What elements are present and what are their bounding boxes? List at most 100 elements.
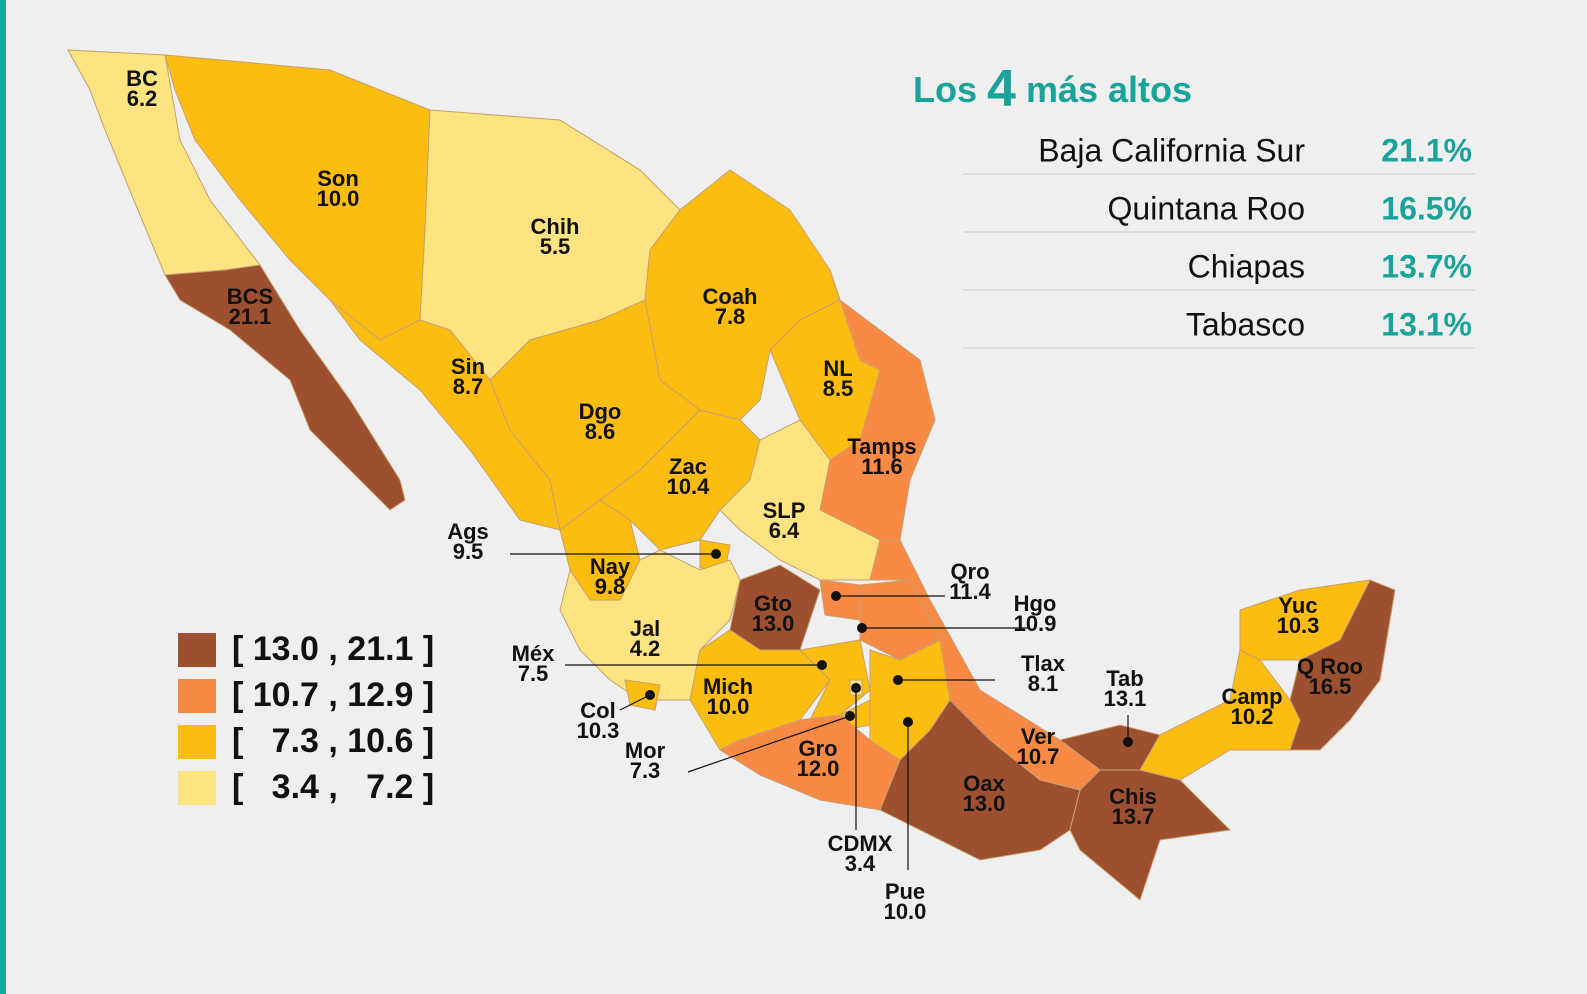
state-value: 10.3: [1277, 613, 1320, 638]
state-value: 8.5: [823, 376, 854, 401]
title-suffix: más altos: [1026, 69, 1192, 110]
top-value: 21.1%: [1381, 132, 1472, 168]
state-abbr: Hgo: [1014, 591, 1057, 616]
title: Los 4 más altos: [913, 60, 1192, 118]
legend-swatch: [178, 679, 216, 713]
state-abbr: Tamps: [847, 434, 916, 459]
state-value: 8.7: [453, 374, 484, 399]
state-dot: [831, 591, 841, 601]
state-value: 21.1: [229, 304, 272, 329]
state-abbr: Gro: [798, 736, 837, 761]
legend-swatch: [178, 633, 216, 667]
state-dot: [711, 549, 721, 559]
state-abbr: BCS: [227, 284, 273, 309]
state-value: 10.0: [884, 899, 927, 924]
state-abbr: Tab: [1106, 666, 1143, 691]
state-value: 8.6: [585, 419, 616, 444]
state-abbr: Tlax: [1021, 651, 1066, 676]
state-abbr: Méx: [512, 641, 556, 666]
state-dot: [817, 660, 827, 670]
top-name: Quintana Roo: [1108, 190, 1305, 226]
state-abbr: Chis: [1109, 784, 1157, 809]
state-value: 13.7: [1112, 804, 1155, 829]
legend-label: [ 7.3 , 10.6 ]: [232, 722, 434, 760]
state-shape: [599, 409, 761, 551]
legend-swatch: [178, 771, 216, 805]
state-shape: [1139, 649, 1301, 781]
left-border: [0, 0, 6, 994]
top-name: Chiapas: [1188, 248, 1305, 284]
state-abbr: Gto: [754, 591, 792, 616]
state-value: 11.4: [949, 579, 991, 604]
title-number: 4: [987, 60, 1016, 118]
state-value: 9.5: [453, 539, 484, 564]
state-value: 13.0: [963, 791, 1006, 816]
state-abbr: Qro: [950, 559, 989, 584]
state-shape: [1069, 769, 1232, 901]
state-abbr: Col: [580, 698, 615, 723]
top-value: 13.7%: [1381, 248, 1472, 284]
state-value: 13.1: [1104, 686, 1147, 711]
state-abbr: Oax: [963, 771, 1005, 796]
state-value: 8.1: [1028, 671, 1059, 696]
leader-line: [619, 694, 651, 711]
state-abbr: Dgo: [579, 399, 622, 424]
state-value: 12.0: [797, 756, 840, 781]
state-value: 4.2: [630, 636, 661, 661]
state-abbr: Jal: [630, 616, 661, 641]
state-value: 7.8: [715, 304, 746, 329]
map: [67, 49, 1396, 901]
legend-label: [ 13.0 , 21.1 ]: [232, 630, 434, 668]
state-dot: [845, 711, 855, 721]
legend-swatch: [178, 725, 216, 759]
state-abbr: Son: [317, 166, 359, 191]
state-shape: [1289, 579, 1396, 751]
state-value: 13.0: [752, 611, 795, 636]
state-value: 10.4: [667, 474, 711, 499]
state-abbr: Coah: [703, 284, 758, 309]
state-dot: [893, 675, 903, 685]
state-value: 6.4: [769, 518, 800, 543]
state-abbr: Yuc: [1278, 593, 1317, 618]
state-abbr: Chih: [531, 214, 580, 239]
state-shape: [719, 419, 881, 581]
state-value: 10.7: [1017, 744, 1060, 769]
title-prefix: Los: [913, 69, 977, 110]
state-abbr: Nay: [590, 554, 631, 579]
state-dot: [645, 690, 655, 700]
state-value: 10.9: [1014, 611, 1057, 636]
state-abbr: Mor: [625, 738, 666, 763]
state-dot: [1123, 737, 1133, 747]
legend-label: [ 10.7 , 12.9 ]: [232, 676, 434, 714]
state-dot: [857, 623, 867, 633]
state-abbr: NL: [823, 356, 852, 381]
state-dot: [903, 717, 913, 727]
state-value: 10.0: [707, 694, 750, 719]
state-abbr: Q Roo: [1297, 654, 1363, 679]
state-value: 9.8: [595, 574, 626, 599]
state-abbr: SLP: [763, 498, 806, 523]
state-shape: [819, 579, 861, 621]
legend-label: [ 3.4 , 7.2 ]: [232, 768, 434, 806]
state-shape: [164, 264, 406, 511]
state-value: 5.5: [540, 234, 571, 259]
top-table: Baja California Sur 21.1% Quintana Roo 16.5…: [963, 132, 1475, 349]
state-value: 7.5: [518, 661, 549, 686]
state-abbr: Ver: [1021, 724, 1056, 749]
top-value: 16.5%: [1381, 190, 1472, 226]
leader-line: [687, 715, 851, 773]
state-value: 11.6: [861, 454, 903, 479]
state-abbr: Camp: [1221, 684, 1282, 709]
state-value: 6.2: [127, 86, 158, 111]
labels: BC6.2Son10.0Chih5.5Coah7.8NL8.5Tamps11.6…: [126, 66, 1363, 924]
top-name: Tabasco: [1186, 306, 1305, 342]
state-value: 10.0: [317, 186, 360, 211]
state-abbr: CDMX: [828, 831, 893, 856]
legend: [ 13.0 , 21.1 ] [ 10.7 , 12.9 ] [ 7.3 , 10…: [178, 630, 434, 806]
state-value: 10.3: [577, 718, 620, 743]
state-value: 10.2: [1231, 704, 1274, 729]
state-shape: [718, 714, 901, 811]
state-value: 7.3: [630, 758, 661, 783]
state-dot: [851, 683, 861, 693]
